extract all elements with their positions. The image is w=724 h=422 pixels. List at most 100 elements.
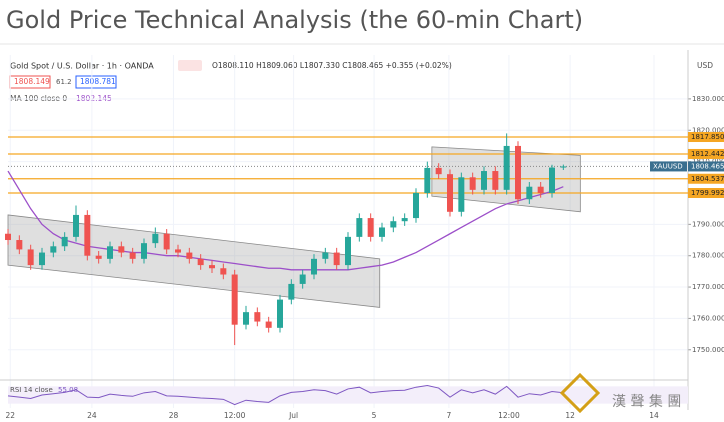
candle-body [277,299,283,328]
candle-body [469,177,476,190]
sell-price: 1808.149 [14,77,50,86]
candle-body [481,171,487,190]
x-tick-label: 22 [5,411,15,420]
x-tick-label: 12:00 [498,411,520,420]
candle-body [492,171,499,190]
ohlc: O1808.110 H1809.060 L1807.330 C1808.465 … [212,61,452,70]
candle-body [299,274,306,284]
level-tag [688,188,724,199]
last-price-name: XAUUSD [653,162,683,170]
watermark-logo [559,372,601,414]
level-label: 1799.992 [691,189,724,197]
candle-body [84,214,91,256]
buy-price: 1808.781 [80,77,116,86]
channel [7,214,381,308]
last-price-tag [688,161,724,172]
candle-body [61,236,68,247]
candle-body [311,258,317,275]
candle-body [356,218,363,237]
symbol: Gold Spot / U.S. Dollar · 1h · OANDA [10,62,154,71]
candle-body [39,252,45,266]
candle-body [50,246,57,253]
last-price-name-tag [650,161,687,172]
candle-body [16,240,23,250]
candle-body [537,186,544,193]
x-tick-label: 28 [169,411,179,420]
level-label: 1812.442 [691,150,724,158]
candle-body [379,227,385,237]
candle-body [118,246,125,253]
candle-body [288,283,295,300]
candle-body [107,246,113,259]
candle-body [95,255,102,259]
buy-box[interactable] [75,75,117,89]
last-price-label: 1808.465 [691,162,724,170]
y-tick-label: 1790.000 [692,220,724,228]
candle-body [401,218,408,222]
candle-body [424,167,431,193]
level-tag [688,132,724,143]
candle-body [345,236,351,266]
candle-body [197,258,204,266]
candle-body [186,252,193,259]
level-label: 1804.537 [691,175,724,183]
y-tick-label: 1760.000 [692,314,724,322]
y-tick-label: 1770.000 [692,283,724,291]
candle-body [73,214,79,237]
y-tick-label: 1750.000 [692,346,724,354]
level-tag [688,148,724,159]
candle-body [503,145,510,190]
y-tick-label: 1830.000 [692,95,724,103]
candle-body [333,252,340,266]
candle-body [435,167,442,175]
candle-body [129,252,136,259]
candle-body [5,233,11,241]
rsi-band [8,386,688,404]
currency: USD [697,61,713,70]
watermark-text: 漢 聲 集 團 [612,393,681,410]
candle-body [220,268,227,275]
watermark: 漢 聲 集 團 [559,372,681,414]
candle-body [254,312,261,322]
candle-body [141,243,147,259]
candle-body [447,174,453,212]
candle-body [390,221,397,228]
ma-line [7,170,564,271]
level-tag [688,173,724,184]
indicator-badge [178,60,202,71]
rsi-line [7,384,564,406]
rsi-value: 55.08 [58,386,78,394]
candle-body [175,249,181,253]
candle-body [367,218,374,237]
candle-body [152,233,159,244]
candle-body [265,321,272,328]
spread: 61.2 [56,78,72,86]
candle-body [209,265,215,269]
x-tick-label: 24 [87,411,97,420]
x-tick-label: 5 [372,411,377,420]
y-tick-label: 1780.000 [692,252,724,260]
candle-body [243,312,249,325]
x-tick-label: 7 [446,411,451,420]
candle-body [231,274,238,325]
candle-body [322,252,329,259]
level-label: 1817.850 [691,133,724,141]
x-tick-label: 12:00 [224,411,246,420]
candle-body [458,177,465,212]
candle-body [560,166,567,168]
candle-body [27,249,34,266]
rsi-label: RSI 14 close [10,386,53,394]
x-tick-label: Jul [288,411,298,420]
chart-title: Gold Price Technical Analysis (the 60-mi… [6,6,583,34]
x-tick-label: 12 [565,411,575,420]
candle-body [413,192,419,219]
y-tick-label: 1820.000 [692,126,724,134]
candle-body [549,167,555,193]
candle-body [515,145,521,200]
candle-body [163,233,170,250]
candle-body [526,186,533,200]
x-tick-label: 14 [649,411,659,420]
